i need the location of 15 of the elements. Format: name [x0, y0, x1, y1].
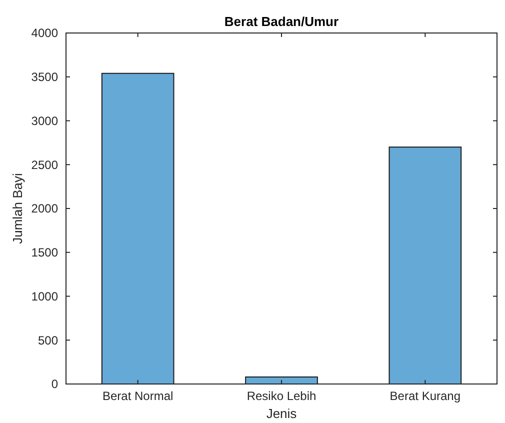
- y-tick-label: 2000: [31, 202, 58, 216]
- y-tick-label: 0: [51, 377, 58, 392]
- y-tick-label: 3000: [31, 114, 58, 128]
- y-axis-title: Jumlah Bayi: [10, 172, 25, 244]
- chart-title: Berat Badan/Umur: [224, 14, 339, 29]
- y-tick-label: 1000: [31, 289, 58, 304]
- y-tick-label: 1500: [31, 246, 58, 260]
- y-tick-label: 2500: [31, 158, 58, 172]
- y-tick-label: 500: [38, 333, 58, 348]
- x-tick-label: Resiko Lebih: [246, 389, 316, 403]
- y-tick-label: 3500: [31, 70, 58, 84]
- x-axis-title: Jenis: [266, 406, 298, 421]
- x-tick-label: Berat Normal: [102, 389, 174, 403]
- y-tick-label: 4000: [31, 26, 58, 40]
- x-tick-label: Berat Kurang: [390, 389, 461, 403]
